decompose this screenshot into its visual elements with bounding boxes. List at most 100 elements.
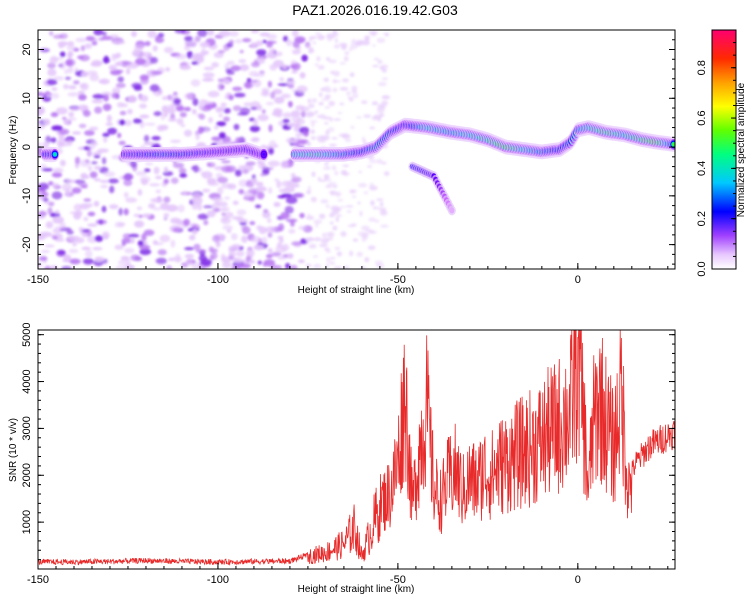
noise-blob <box>163 196 171 203</box>
noise-blob <box>176 118 184 125</box>
noise-blob <box>265 101 274 106</box>
noise-blob <box>275 51 283 57</box>
noise-blob <box>249 125 261 133</box>
noise-blob <box>94 235 104 242</box>
noise-blob <box>228 39 234 45</box>
noise-blob <box>307 213 311 216</box>
noise-blob <box>338 133 346 137</box>
spectrogram-frame <box>37 29 676 270</box>
noise-blob <box>339 62 346 65</box>
noise-blob <box>207 90 220 98</box>
noise-blob <box>265 226 276 233</box>
noise-blob <box>54 226 64 230</box>
noise-blob <box>123 191 129 199</box>
noise-blob <box>73 80 80 85</box>
noise-blob <box>69 258 81 265</box>
noise-blob <box>63 83 69 90</box>
noise-blob <box>153 242 164 246</box>
noise-blob <box>322 116 331 120</box>
noise-blob <box>101 231 110 239</box>
noise-blob <box>220 253 226 260</box>
noise-blob <box>328 59 337 64</box>
noise-blob <box>85 36 95 41</box>
noise-blob <box>129 160 138 168</box>
noise-blob <box>195 249 207 254</box>
noise-blob <box>184 35 193 42</box>
noise-blob <box>319 243 328 248</box>
noise-blob <box>113 53 120 59</box>
spectrogram-y-label: Frequency (Hz) <box>8 116 19 185</box>
noise-blob <box>215 106 222 113</box>
noise-blob <box>268 147 274 155</box>
noise-blob <box>351 195 357 199</box>
noise-blob <box>299 212 305 219</box>
noise-blob <box>51 87 58 91</box>
colorbar-tick-label: 0.4 <box>696 161 708 176</box>
noise-blob <box>333 70 340 77</box>
noise-blob <box>144 122 156 126</box>
noise-blob <box>371 101 379 106</box>
noise-blob <box>277 195 287 199</box>
noise-blob <box>157 32 165 38</box>
noise-blob <box>208 246 214 253</box>
noise-blob <box>211 62 220 68</box>
noise-blob <box>74 156 81 165</box>
noise-blob <box>130 237 135 244</box>
noise-blob <box>262 211 271 219</box>
noise-blob <box>81 71 89 78</box>
noise-blob <box>65 58 76 67</box>
noise-blob <box>221 182 232 189</box>
noise-blob <box>217 78 223 83</box>
noise-blob <box>148 203 156 209</box>
x-tick-label: -150 <box>27 274 49 286</box>
noise-blob <box>67 65 74 74</box>
noise-blob <box>84 43 93 49</box>
noise-blob <box>52 216 64 224</box>
noise-blob <box>155 257 167 265</box>
noise-blob <box>320 199 329 204</box>
ridge-core <box>672 143 675 146</box>
noise-blob <box>263 209 269 213</box>
noise-blob <box>54 209 60 215</box>
noise-blob <box>92 93 105 100</box>
noise-blob <box>288 101 293 108</box>
noise-blob <box>151 136 161 141</box>
noise-blob <box>350 223 357 227</box>
noise-blob <box>270 91 276 99</box>
noise-blob <box>181 262 189 268</box>
spectrogram-noise <box>38 30 391 269</box>
noise-blob <box>333 266 340 269</box>
noise-blob <box>142 51 151 58</box>
noise-blob <box>157 249 167 256</box>
snr-frame <box>37 329 676 570</box>
noise-blob <box>59 159 66 167</box>
noise-blob <box>123 61 133 65</box>
colorbar-frame <box>711 29 737 270</box>
noise-blob <box>204 103 217 109</box>
noise-blob <box>266 33 278 40</box>
noise-blob <box>376 158 383 164</box>
noise-blob <box>281 93 291 99</box>
noise-blob <box>320 238 330 244</box>
noise-blob <box>144 168 151 173</box>
noise-blob <box>40 231 52 238</box>
noise-blob <box>255 181 264 187</box>
noise-blob <box>119 110 127 116</box>
noise-blob <box>68 117 77 121</box>
noise-blob <box>222 216 229 223</box>
noise-blob <box>124 119 132 127</box>
noise-blob <box>335 216 340 223</box>
noise-blob <box>358 170 363 174</box>
noise-blob <box>327 127 335 132</box>
noise-blob <box>238 263 251 269</box>
noise-blob <box>77 55 84 60</box>
noise-blob <box>217 176 228 184</box>
noise-blob <box>44 118 51 126</box>
noise-blob <box>91 161 98 165</box>
noise-blob <box>182 190 187 196</box>
noise-blob <box>223 116 230 122</box>
noise-blob <box>257 114 269 122</box>
noise-blob <box>332 30 337 36</box>
noise-blob <box>89 171 98 179</box>
colorbar-label: Normalized spectral amplitude <box>736 82 747 217</box>
